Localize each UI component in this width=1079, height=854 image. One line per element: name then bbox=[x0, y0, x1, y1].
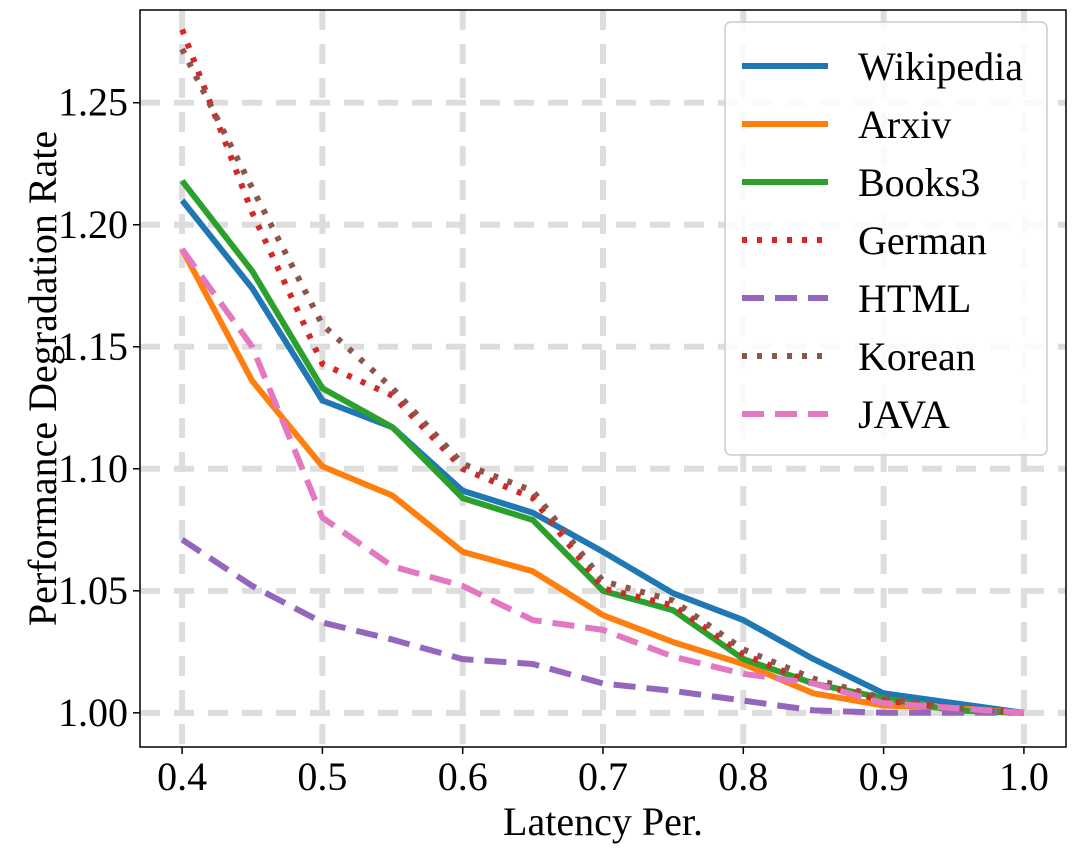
legend: Wikipedia Arxiv Books3 German HTML Korean JAVA bbox=[724, 21, 1048, 456]
y-tick-label-5: 1.25 bbox=[58, 80, 128, 125]
y-tick-label-4: 1.20 bbox=[58, 202, 128, 247]
series-line-wikipedia bbox=[179, 198, 1025, 716]
legend-label-arxiv: Arxiv bbox=[858, 102, 951, 147]
legend-label-wikipedia: Wikipedia bbox=[858, 44, 1023, 89]
x-axis-label: Latency Per. bbox=[503, 799, 703, 844]
x-tick-label-3: 0.7 bbox=[578, 754, 628, 799]
x-tick-label-2: 0.6 bbox=[438, 754, 488, 799]
x-tick-label-1: 0.5 bbox=[297, 754, 347, 799]
series-line-html bbox=[180, 537, 1024, 716]
series-lines bbox=[179, 28, 1025, 716]
x-tick-label-6: 1.0 bbox=[999, 754, 1049, 799]
legend-box bbox=[724, 21, 1048, 456]
legend-label-html: HTML bbox=[858, 276, 971, 321]
x-axis: 0.4 0.5 0.6 0.7 0.8 0.9 1.0 bbox=[157, 747, 1049, 799]
x-tick-label-0: 0.4 bbox=[157, 754, 207, 799]
legend-label-java: JAVA bbox=[858, 392, 950, 437]
legend-label-german: German bbox=[858, 218, 987, 263]
y-tick-label-0: 1.00 bbox=[58, 690, 128, 735]
legend-label-korean: Korean bbox=[858, 334, 976, 379]
y-tick-label-3: 1.15 bbox=[58, 324, 128, 369]
y-tick-label-2: 1.10 bbox=[58, 446, 128, 491]
legend-label-books3: Books3 bbox=[858, 160, 980, 205]
series-line-java bbox=[179, 247, 1025, 716]
x-tick-label-5: 0.9 bbox=[859, 754, 909, 799]
y-tick-label-1: 1.05 bbox=[58, 568, 128, 613]
y-axis-label: Performance Degradation Rate bbox=[20, 131, 65, 626]
y-axis: 1.00 1.05 1.10 1.15 1.20 1.25 bbox=[58, 80, 140, 735]
x-tick-label-4: 0.8 bbox=[718, 754, 768, 799]
